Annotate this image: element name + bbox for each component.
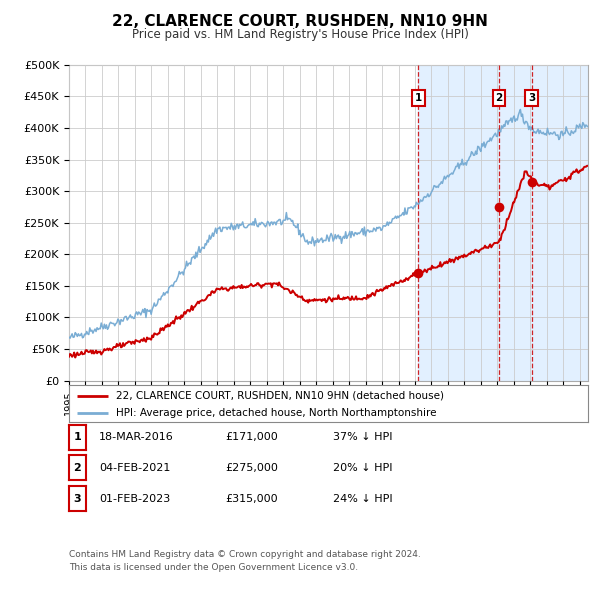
Text: £275,000: £275,000 — [225, 463, 278, 473]
Text: 18-MAR-2016: 18-MAR-2016 — [99, 432, 174, 442]
Text: £171,000: £171,000 — [225, 432, 278, 442]
Text: 24% ↓ HPI: 24% ↓ HPI — [333, 494, 392, 503]
Text: 01-FEB-2023: 01-FEB-2023 — [99, 494, 170, 503]
Text: 3: 3 — [74, 494, 81, 503]
Text: 20% ↓ HPI: 20% ↓ HPI — [333, 463, 392, 473]
Text: 22, CLARENCE COURT, RUSHDEN, NN10 9HN: 22, CLARENCE COURT, RUSHDEN, NN10 9HN — [112, 14, 488, 29]
Text: 22, CLARENCE COURT, RUSHDEN, NN10 9HN (detached house): 22, CLARENCE COURT, RUSHDEN, NN10 9HN (d… — [116, 391, 444, 401]
Text: £315,000: £315,000 — [225, 494, 278, 503]
Text: 3: 3 — [528, 93, 535, 103]
Text: Price paid vs. HM Land Registry's House Price Index (HPI): Price paid vs. HM Land Registry's House … — [131, 28, 469, 41]
Text: 2: 2 — [74, 463, 81, 473]
Text: HPI: Average price, detached house, North Northamptonshire: HPI: Average price, detached house, Nort… — [116, 408, 436, 418]
Bar — [418, 65, 588, 381]
Text: 37% ↓ HPI: 37% ↓ HPI — [333, 432, 392, 442]
Text: 04-FEB-2021: 04-FEB-2021 — [99, 463, 170, 473]
Text: 2: 2 — [495, 93, 502, 103]
Bar — [532, 65, 588, 381]
Text: 1: 1 — [74, 432, 81, 442]
Text: 1: 1 — [415, 93, 422, 103]
Text: Contains HM Land Registry data © Crown copyright and database right 2024.
This d: Contains HM Land Registry data © Crown c… — [69, 550, 421, 572]
